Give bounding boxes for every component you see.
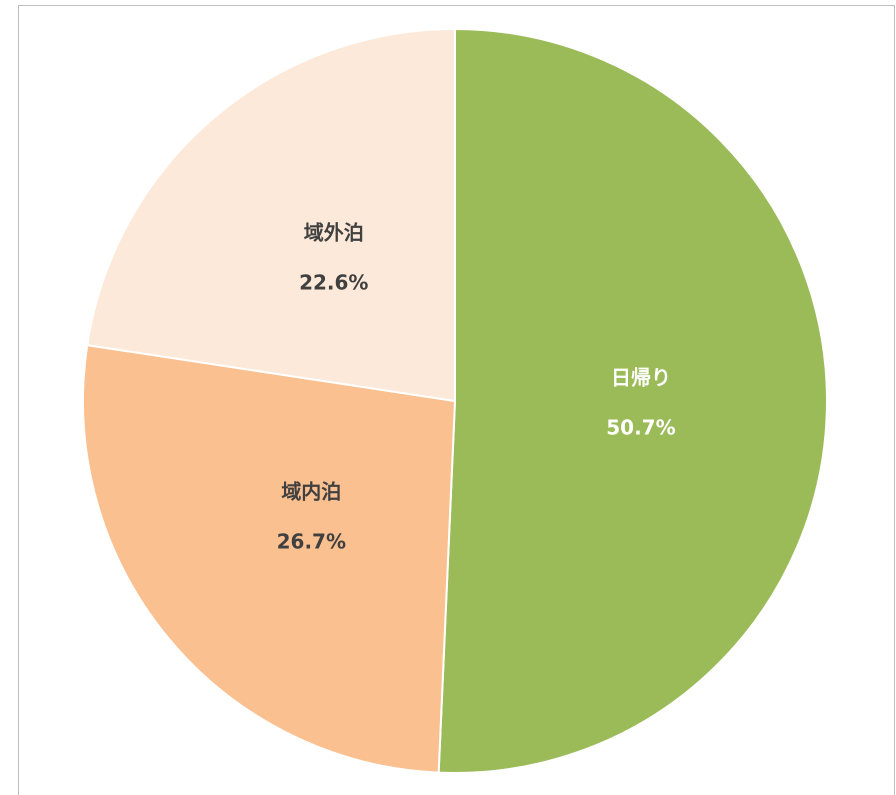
pie-slice xyxy=(86,27,456,403)
pie-slice xyxy=(82,343,457,774)
slice-value-label: 22.6% xyxy=(299,270,368,294)
slice-value-label: 26.7% xyxy=(277,530,346,554)
slice-value-label: 50.7% xyxy=(606,416,675,440)
slice-category-label: 域内泊 xyxy=(281,480,341,504)
slice-category-label: 日帰り xyxy=(611,366,671,390)
pie-slice xyxy=(437,27,828,774)
slice-category-label: 域外泊 xyxy=(304,220,364,244)
